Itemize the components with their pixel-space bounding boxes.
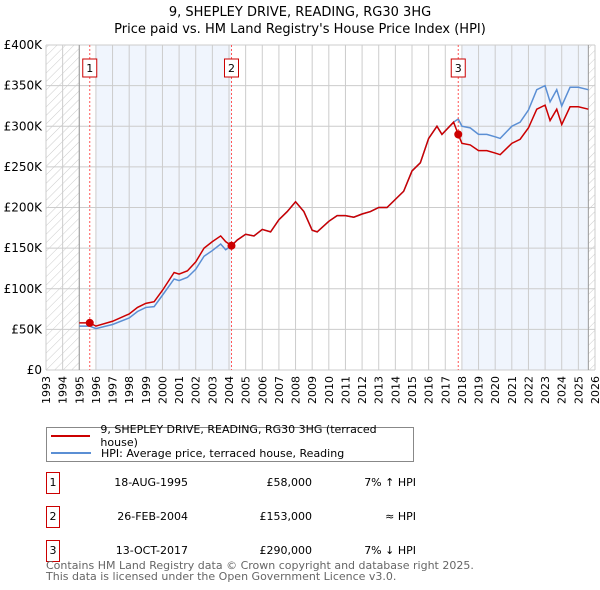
x-tick-label: 2017 — [439, 376, 452, 404]
x-tick-label: 1995 — [73, 376, 86, 404]
x-tick-label: 2013 — [373, 376, 386, 404]
sale-hpi-diff: 7% ↑ HPI — [364, 476, 416, 489]
x-tick-label: 2014 — [389, 376, 402, 404]
x-tick-label: 1999 — [140, 376, 153, 404]
legend-item-price: 9, SHEPLEY DRIVE, READING, RG30 3HG (ter… — [51, 423, 413, 449]
x-tick-label: 1998 — [123, 376, 136, 404]
y-tick-label: £150K — [4, 241, 44, 255]
sale-price: £153,000 — [259, 510, 313, 523]
legend-swatch — [51, 435, 91, 437]
chart-subtitle: Price paid vs. HM Land Registry's House … — [114, 22, 486, 37]
sale-point — [454, 130, 463, 139]
legend-label: 9, SHEPLEY DRIVE, READING, RG30 3HG (ter… — [100, 423, 377, 449]
sale-label-box — [82, 58, 98, 78]
sale-date: 26-FEB-2004 — [117, 510, 188, 523]
x-tick-label: 2026 — [589, 376, 600, 404]
y-tick-label: £0 — [27, 363, 42, 377]
sale-label-box — [450, 58, 466, 78]
y-tick-label: £400K — [4, 38, 44, 52]
legend-label: HPI: Average price, terraced house, Read… — [101, 446, 345, 460]
sale-badge: 1 — [46, 472, 60, 494]
legend-swatch — [51, 452, 91, 454]
x-tick-label: 2011 — [339, 376, 352, 404]
x-tick-label: 2009 — [306, 376, 319, 404]
x-tick-label: 2007 — [273, 376, 286, 404]
x-tick-label: 2004 — [223, 376, 236, 404]
x-tick-label: 2019 — [473, 376, 486, 404]
y-tick-label: £350K — [4, 79, 44, 93]
y-tick-label: £250K — [4, 160, 44, 174]
x-tick-label: 2020 — [489, 376, 502, 404]
x-tick-label: 1994 — [57, 376, 70, 404]
sale-date: 13-OCT-2017 — [115, 544, 188, 557]
sale-row: 2 26-FEB-2004 £153,000 ≈ HPI — [46, 506, 546, 528]
sale-badge: 3 — [46, 540, 60, 562]
sale-row: 1 18-AUG-1995 £58,000 7% ↑ HPI — [46, 472, 546, 494]
x-tick-label: 2023 — [539, 376, 552, 404]
footer-copyright: Contains HM Land Registry data © Crown c… — [46, 559, 474, 572]
footer-licence: This data is licensed under the Open Gov… — [46, 570, 397, 583]
x-tick-label: 2021 — [506, 376, 519, 404]
y-tick-label: £100K — [4, 282, 44, 296]
x-tick-label: 2018 — [456, 376, 469, 404]
sale-price: £58,000 — [266, 476, 313, 489]
x-tick-label: 2012 — [356, 376, 369, 404]
chart-title: 9, SHEPLEY DRIVE, READING, RG30 3HG — [168, 5, 432, 20]
y-tick-label: £200K — [4, 201, 44, 215]
sale-row: 3 13-OCT-2017 £290,000 7% ↓ HPI — [46, 540, 546, 562]
x-tick-label: 2016 — [423, 376, 436, 404]
x-tick-label: 2010 — [323, 376, 336, 404]
chart-plot: 1993 1994 1995 1996 1997 1998 1999 2000 2001 2002… — [4, 38, 600, 404]
x-tick-label: 2000 — [156, 376, 169, 404]
sale-label: 2 — [228, 62, 235, 75]
sale-hpi-diff: ≈ HPI — [385, 510, 416, 523]
y-tick-label: £50K — [11, 322, 43, 336]
legend: 9, SHEPLEY DRIVE, READING, RG30 3HG (ter… — [46, 423, 414, 462]
sale-label: 1 — [86, 62, 93, 75]
sale-label-box — [223, 58, 239, 78]
x-tick-label: 2003 — [206, 376, 219, 404]
sale-badge: 2 — [46, 506, 60, 528]
x-tick-label: 2006 — [256, 376, 269, 404]
x-tick-label: 2005 — [240, 376, 253, 404]
x-tick-label: 2022 — [522, 376, 535, 404]
x-tick-label: 2025 — [572, 376, 585, 404]
x-tick-label: 2002 — [190, 376, 203, 404]
sale-price: £290,000 — [259, 544, 313, 557]
x-tick-label: 2008 — [290, 376, 303, 404]
x-tick-label: 2001 — [173, 376, 186, 404]
legend-item-hpi: HPI: Average price, terraced house, Read… — [51, 445, 344, 461]
x-tick-label: 1996 — [90, 376, 103, 404]
sale-point — [85, 318, 94, 327]
price-paid-line — [79, 104, 589, 327]
y-tick-label: £300K — [4, 119, 44, 133]
x-tick-label: 1997 — [107, 376, 120, 404]
x-tick-label: 2015 — [406, 376, 419, 404]
x-tick-label: 1993 — [40, 376, 53, 404]
sale-date: 18-AUG-1995 — [114, 476, 188, 489]
sale-hpi-diff: 7% ↓ HPI — [364, 544, 416, 557]
x-tick-label: 2024 — [556, 376, 569, 404]
sale-point — [227, 241, 236, 250]
sale-label: 3 — [455, 62, 462, 75]
